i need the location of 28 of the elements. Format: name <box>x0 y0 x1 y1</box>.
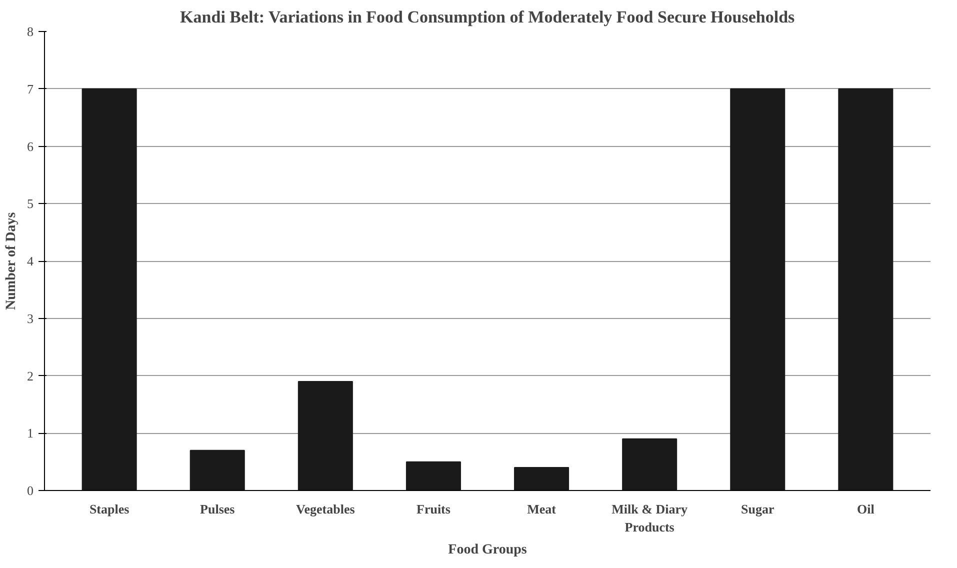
x-tick-label: Vegetables <box>296 502 355 516</box>
y-tick-label: 8 <box>27 24 34 39</box>
bar <box>82 88 137 490</box>
bar <box>838 88 894 490</box>
x-tick-label: Meat <box>527 502 557 516</box>
bar <box>514 467 570 490</box>
bar <box>190 450 245 490</box>
y-tick-label: 7 <box>27 81 34 96</box>
bar <box>406 461 461 490</box>
x-tick-label: Staples <box>89 502 130 516</box>
y-axis-title: Number of Days <box>4 212 19 310</box>
x-tick-label: Fruits <box>416 502 450 516</box>
x-tick-label: Milk & Diary Products <box>612 502 688 534</box>
x-tick-label: Oil <box>857 502 875 516</box>
chart-title: Kandi Belt: Variations in Food Consumption of Moderately Food Secure Households <box>180 8 796 26</box>
x-axis-title: Food Groups <box>448 542 528 558</box>
y-tick-label: 2 <box>27 368 34 384</box>
x-tick-label: Pulses <box>200 502 235 516</box>
bar <box>622 438 678 490</box>
bar <box>730 88 786 490</box>
y-tick-label: 5 <box>27 196 34 212</box>
y-tick-label: 3 <box>27 310 34 326</box>
y-tick-label: 0 <box>27 483 34 498</box>
bar <box>298 380 353 490</box>
y-tick-label: 6 <box>27 138 34 154</box>
y-tick-label: 4 <box>27 254 34 268</box>
y-tick-label: 1 <box>27 426 34 441</box>
x-tick-label: Sugar <box>741 502 774 516</box>
